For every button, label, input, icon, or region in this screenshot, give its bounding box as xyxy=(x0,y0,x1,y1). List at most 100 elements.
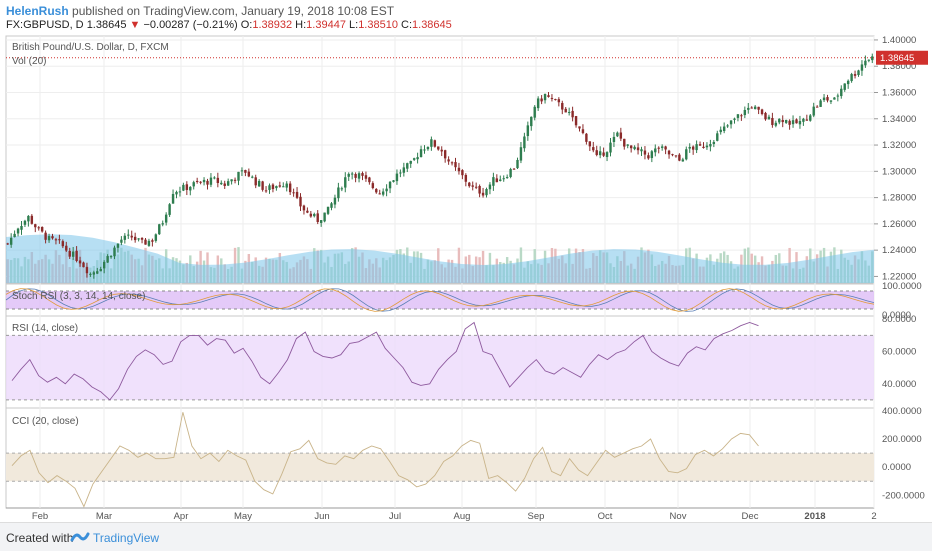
low-label: L: xyxy=(349,19,359,31)
candle-body xyxy=(102,261,106,269)
candle-body xyxy=(592,147,595,151)
candle-body xyxy=(447,159,450,162)
candle-body xyxy=(864,60,867,66)
candle-body xyxy=(16,228,20,234)
candle-body xyxy=(47,236,51,241)
candle-body xyxy=(771,117,774,126)
price-change: −0.00287 (−0.21%) xyxy=(143,19,238,31)
candle-body xyxy=(581,129,585,134)
x-tick-label: Nov xyxy=(670,511,687,522)
candle-body xyxy=(512,168,516,170)
candle-body xyxy=(740,115,743,117)
candle-body xyxy=(65,245,68,251)
candle-body xyxy=(51,236,54,239)
candle-body xyxy=(757,106,760,110)
candle-body xyxy=(846,80,850,85)
candle-body xyxy=(109,256,113,258)
candle-body xyxy=(75,250,78,261)
x-tick-label: Oct xyxy=(598,511,613,522)
candle-body xyxy=(778,118,781,123)
candle-body xyxy=(61,241,65,247)
created-with-label: Created with xyxy=(6,531,74,545)
candle-body xyxy=(840,88,843,97)
candle-body xyxy=(654,148,657,153)
candle-body xyxy=(371,183,375,189)
candle-body xyxy=(767,116,771,120)
candle-body xyxy=(333,197,337,205)
rsi-label: RSI (14, close) xyxy=(12,323,78,334)
candle-body xyxy=(220,182,223,185)
candle-body xyxy=(199,181,202,183)
candle-body xyxy=(206,180,209,185)
candle-body xyxy=(175,191,178,195)
candle-body xyxy=(388,181,392,189)
candle-body xyxy=(533,106,536,118)
author-link[interactable]: HelenRush xyxy=(6,4,69,18)
candle-body xyxy=(368,177,371,183)
candle-body xyxy=(857,70,860,76)
candle-body xyxy=(430,139,433,147)
candle-body xyxy=(6,243,9,245)
candle-body xyxy=(54,239,58,241)
candle-body xyxy=(623,138,626,147)
candle-body xyxy=(464,174,468,182)
candle-body xyxy=(802,118,805,122)
panel-main xyxy=(5,35,875,284)
candle-body xyxy=(278,185,282,187)
candle-body xyxy=(664,146,667,150)
candle-body xyxy=(423,149,426,151)
candle-body xyxy=(547,95,550,97)
candle-body xyxy=(244,170,247,173)
candle-body xyxy=(523,136,526,149)
candle-body xyxy=(151,240,154,242)
chart-area[interactable]: Feb Mar Apr May Jun Jul Aug Sep Oct Nov Dec 2018 2 1.… xyxy=(0,0,932,522)
high-value: 1.39447 xyxy=(306,19,346,31)
candle-body xyxy=(540,98,543,102)
candle-body xyxy=(629,145,633,149)
candle-body xyxy=(299,196,302,207)
x-tick-label: 2 xyxy=(871,511,876,522)
publish-info: published on TradingView.com, January 19… xyxy=(72,4,395,18)
candle-body xyxy=(753,106,757,110)
candle-body xyxy=(330,203,333,208)
candle-body xyxy=(829,100,833,102)
candle-body xyxy=(660,146,664,148)
candle-body xyxy=(264,190,268,192)
candle-body xyxy=(798,120,802,125)
candle-body xyxy=(860,64,864,71)
candle-body xyxy=(774,122,778,126)
candle-body xyxy=(223,183,226,186)
candle-body xyxy=(509,169,512,177)
candle-body xyxy=(282,186,285,188)
rsi-tick-label: 60.0000 xyxy=(882,347,916,358)
candle-body xyxy=(471,185,474,187)
candle-body xyxy=(788,120,791,125)
candle-body xyxy=(685,149,688,160)
candle-body xyxy=(781,119,784,123)
candle-body xyxy=(147,240,151,246)
candle-body xyxy=(516,159,519,169)
main-series-label: British Pound/U.S. Dollar, D, FXCM xyxy=(12,42,169,53)
candle-body xyxy=(106,256,109,263)
candle-body xyxy=(350,173,354,175)
candle-body xyxy=(554,99,557,101)
candle-body xyxy=(192,182,195,187)
candle-body xyxy=(867,59,871,61)
candle-body xyxy=(495,178,499,183)
x-tick-label: Mar xyxy=(96,511,112,522)
candle-body xyxy=(409,160,412,164)
stoch-tick-label: 100.0000 xyxy=(882,281,922,292)
candle-body xyxy=(716,133,719,141)
candle-body xyxy=(561,102,564,110)
candle-body xyxy=(416,157,419,160)
candle-body xyxy=(443,150,447,159)
candle-body xyxy=(113,247,116,257)
candle-body xyxy=(674,155,678,157)
candle-body xyxy=(698,144,702,146)
candle-body xyxy=(44,232,47,240)
candle-body xyxy=(240,170,244,172)
candle-body xyxy=(261,181,264,190)
candle-body xyxy=(395,173,399,182)
candle-body xyxy=(691,146,695,150)
tradingview-brand-link[interactable]: TradingView xyxy=(93,531,160,545)
